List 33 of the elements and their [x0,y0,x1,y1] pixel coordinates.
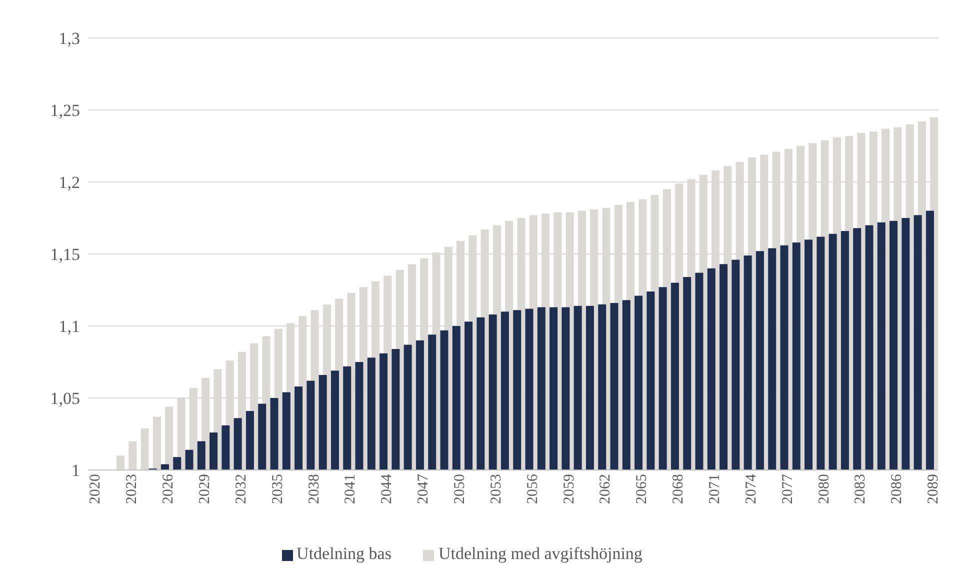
x-tick-label: 2029 [197,474,214,504]
x-tick-label: 2044 [379,474,396,504]
x-tick-label: 2050 [452,474,468,504]
legend-label: Utdelning med avgiftshöjning [438,544,642,563]
legend-label: Utdelning bas [296,544,392,563]
x-tick-label: 2080 [816,474,832,504]
x-tick-label: 2083 [852,474,869,504]
y-tick-label: 1,15 [50,245,80,264]
x-tick-label: 2062 [598,474,614,504]
y-tick-label: 1,05 [50,389,80,408]
x-tick-label: 2038 [306,474,322,504]
y-tick-label: 1,1 [58,317,80,336]
y-tick-label: 1,2 [58,173,80,192]
y-tick-label: 1,25 [50,101,80,120]
y-tick-label: 1 [72,461,80,480]
x-tick-label: 2020 [88,474,104,504]
x-tick-label: 2071 [707,474,724,504]
x-tick-label: 2023 [124,474,140,504]
x-tick-label: 2086 [889,474,906,504]
x-tick-label: 2041 [342,474,359,504]
x-tick-label: 2065 [634,474,650,504]
y-tick-label: 1,3 [58,29,80,48]
x-tick-label: 2056 [524,474,541,504]
x-tick-label: 2068 [670,474,687,504]
x-tick-label: 2026 [160,474,177,504]
x-tick-label: 2035 [270,474,286,504]
x-tick-label: 2077 [780,474,796,504]
x-tick-label: 2047 [416,474,432,504]
x-tick-label: 2059 [561,474,578,504]
x-tick-label: 2053 [488,474,504,504]
x-tick-label: 2089 [926,474,942,504]
x-tick-label: 2074 [743,474,760,504]
x-tick-label: 2032 [233,474,250,504]
